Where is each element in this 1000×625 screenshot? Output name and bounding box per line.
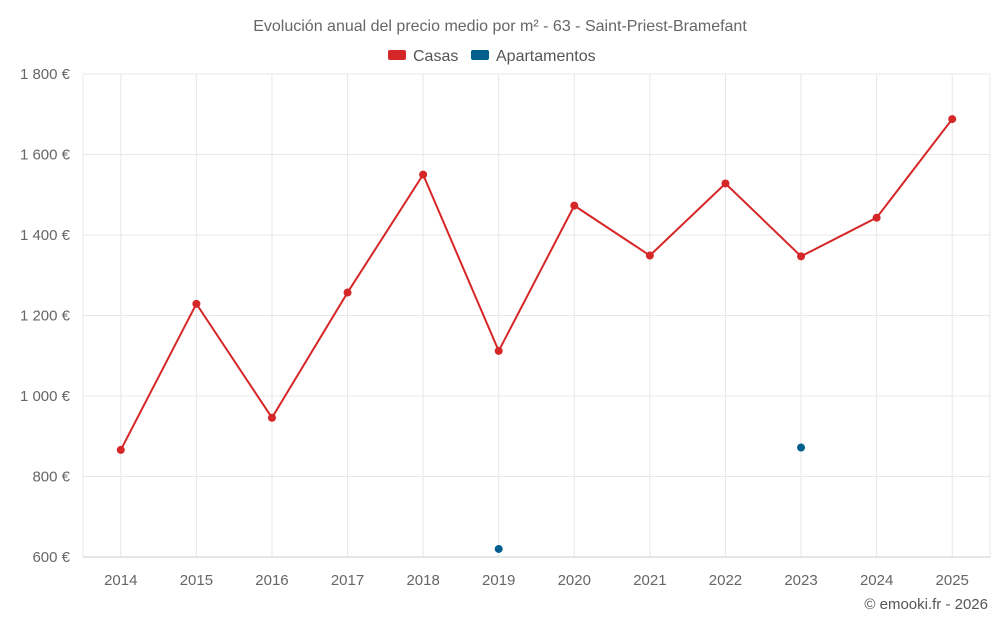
data-point-casas	[797, 252, 806, 261]
x-gridlines	[82, 74, 991, 557]
data-point-casas	[570, 201, 579, 210]
series-apartamentos	[494, 443, 806, 553]
legend: Casas Apartamentos	[388, 48, 596, 65]
series-layer	[116, 115, 957, 553]
x-tick-label: 2019	[482, 572, 515, 589]
data-point-casas	[267, 413, 276, 422]
legend-label-apartamentos[interactable]: Apartamentos	[496, 48, 596, 65]
data-point-casas	[645, 251, 654, 260]
data-point-casas	[948, 115, 957, 124]
data-point-casas	[721, 179, 730, 188]
y-tick-label: 600 €	[32, 549, 70, 566]
data-point-apartamentos	[797, 443, 806, 452]
x-axis-labels: 2014 2015 2016 2017 2018 2019 2020 2021 2022 2023…	[104, 572, 969, 589]
x-tick-label: 2023	[784, 572, 817, 589]
x-tick-label: 2021	[633, 572, 666, 589]
data-point-casas	[343, 288, 352, 297]
data-point-casas	[494, 346, 503, 355]
x-tick-label: 2015	[180, 572, 213, 589]
x-tick-label: 2020	[558, 572, 591, 589]
x-tick-label: 2025	[936, 572, 969, 589]
legend-swatch-casas[interactable]	[388, 50, 406, 60]
y-gridlines	[83, 73, 990, 477]
legend-swatch-apartamentos[interactable]	[471, 50, 489, 60]
y-tick-label: 1 800 €	[20, 66, 71, 83]
x-tick-label: 2018	[406, 572, 439, 589]
y-axis-labels: 600 € 800 € 1 000 € 1 200 € 1 400 € 1 600 € 1 …	[20, 66, 71, 566]
y-tick-label: 1 400 €	[20, 227, 71, 244]
y-tick-label: 1 000 €	[20, 388, 71, 405]
data-point-apartamentos	[494, 544, 503, 553]
x-tick-label: 2022	[709, 572, 742, 589]
data-point-casas	[192, 299, 201, 308]
data-point-casas	[872, 213, 881, 222]
legend-label-casas[interactable]: Casas	[413, 48, 458, 65]
x-tick-label: 2024	[860, 572, 893, 589]
series-line-casas	[119, 118, 954, 451]
data-point-casas	[116, 445, 125, 454]
x-tick-label: 2016	[255, 572, 288, 589]
x-tick-label: 2014	[104, 572, 137, 589]
data-point-casas	[419, 170, 428, 179]
y-tick-label: 1 200 €	[20, 308, 71, 325]
credit-text: © emooki.fr - 2026	[864, 596, 988, 613]
series-casas	[116, 115, 957, 454]
y-tick-label: 800 €	[32, 469, 70, 486]
x-tick-label: 2017	[331, 572, 364, 589]
y-tick-label: 1 600 €	[20, 147, 71, 164]
chart-title: Evolución anual del precio medio por m² …	[253, 18, 747, 35]
